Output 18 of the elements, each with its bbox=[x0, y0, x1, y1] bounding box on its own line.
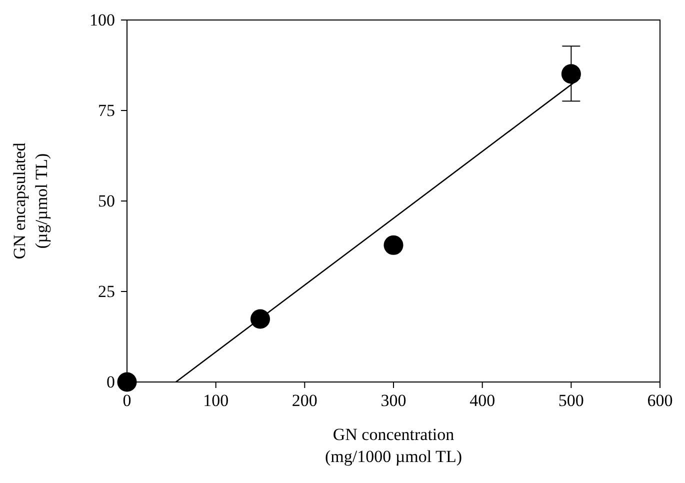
y-axis-title: GN encapsulated (µg/µmol TL) bbox=[10, 142, 52, 260]
y-tick-label: 0 bbox=[106, 372, 115, 392]
y-tick-label: 50 bbox=[98, 191, 115, 210]
point bbox=[250, 309, 270, 329]
x-tick-label: 500 bbox=[558, 391, 584, 410]
x-tick-label: 0 bbox=[122, 391, 132, 410]
x-axis-title: GN concentration (mg/1000 µmol TL) bbox=[325, 425, 462, 466]
y-tick-label: 100 bbox=[90, 10, 115, 30]
y-tick-label: 25 bbox=[98, 282, 115, 301]
point bbox=[384, 235, 404, 255]
point bbox=[117, 372, 137, 392]
point bbox=[561, 64, 581, 84]
y-tick-label: 75 bbox=[98, 100, 115, 120]
x-tick-label: 300 bbox=[380, 391, 406, 410]
x-tick-label: 600 bbox=[647, 391, 673, 410]
x-tick-label: 200 bbox=[292, 391, 318, 410]
x-tick-label: 400 bbox=[470, 391, 496, 410]
x-tick-label: 100 bbox=[203, 391, 229, 410]
